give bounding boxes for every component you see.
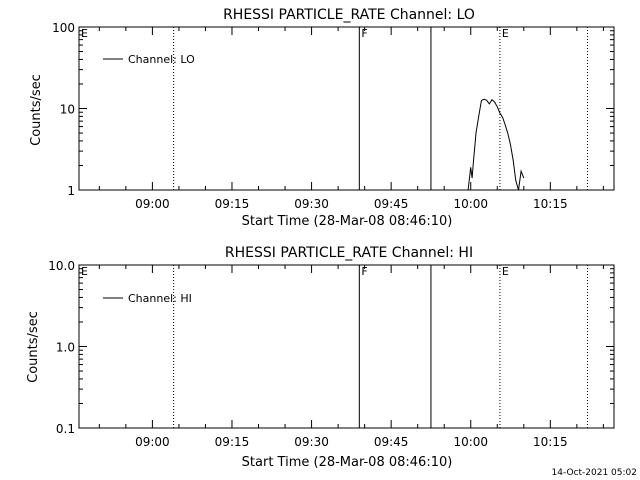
plot-frame <box>78 26 615 191</box>
event-marker-label: E <box>502 265 509 278</box>
x-ticks: 09:00 09:15 09:30 09:45 10:00 10:15 <box>98 265 604 449</box>
x-tick-label: 09:45 <box>374 197 409 211</box>
x-tick-label: 09:00 <box>135 197 170 211</box>
y-tick-label: 10.0 <box>48 259 75 273</box>
x-tick-label: 09:45 <box>374 435 409 449</box>
x-tick-label: 10:00 <box>453 435 488 449</box>
y-tick-label: 1 <box>67 184 75 198</box>
event-marker-label: E <box>81 27 88 40</box>
y-tick-label: 0.1 <box>56 422 75 436</box>
x-tick-label: 10:15 <box>533 197 568 211</box>
series-line-lo <box>467 98 525 191</box>
x-tick-label: 09:30 <box>294 435 329 449</box>
x-tick-label: 09:15 <box>215 435 250 449</box>
y-axis-label: Counts/sec <box>29 74 44 146</box>
y-ticks: 0.1 1.0 10.0 <box>48 259 614 436</box>
chart-panel-hi: RHESSI PARTICLE_RATE Channel: HI 0.1 1.0 1… <box>26 245 615 470</box>
event-marker-label: F <box>361 265 367 278</box>
y-ticks: 1 10 100 <box>52 21 614 198</box>
x-tick-label: 10:00 <box>453 197 488 211</box>
x-tick-label: 09:15 <box>215 197 250 211</box>
legend-label: Channel: LO <box>128 53 195 66</box>
footer-timestamp: 14-Oct-2021 05:02 <box>552 468 637 478</box>
y-axis-label: Counts/sec <box>26 311 41 383</box>
chart-title: RHESSI PARTICLE_RATE Channel: HI <box>225 245 473 261</box>
plot-frame <box>78 264 615 429</box>
y-tick-label: 10 <box>60 103 75 117</box>
y-tick-label: 100 <box>52 21 75 35</box>
event-marker-label: E <box>81 265 88 278</box>
x-ticks: 09:00 09:15 09:30 09:45 10:00 10:15 <box>98 27 604 211</box>
x-tick-label: 09:00 <box>135 435 170 449</box>
y-tick-label: 1.0 <box>56 341 75 355</box>
legend-label: Channel: HI <box>128 292 192 305</box>
chart-title: RHESSI PARTICLE_RATE Channel: LO <box>223 7 475 23</box>
event-marker-label: F <box>361 27 367 40</box>
chart-panel-lo: RHESSI PARTICLE_RATE Channel: LO 110100 … <box>29 7 615 229</box>
x-axis-label: Start Time (28-Mar-08 08:46:10) <box>242 455 453 470</box>
x-tick-label: 10:15 <box>533 435 568 449</box>
x-axis-label: Start Time (28-Mar-08 08:46:10) <box>242 214 453 229</box>
event-marker-label: E <box>502 27 509 40</box>
x-tick-label: 09:30 <box>294 197 329 211</box>
